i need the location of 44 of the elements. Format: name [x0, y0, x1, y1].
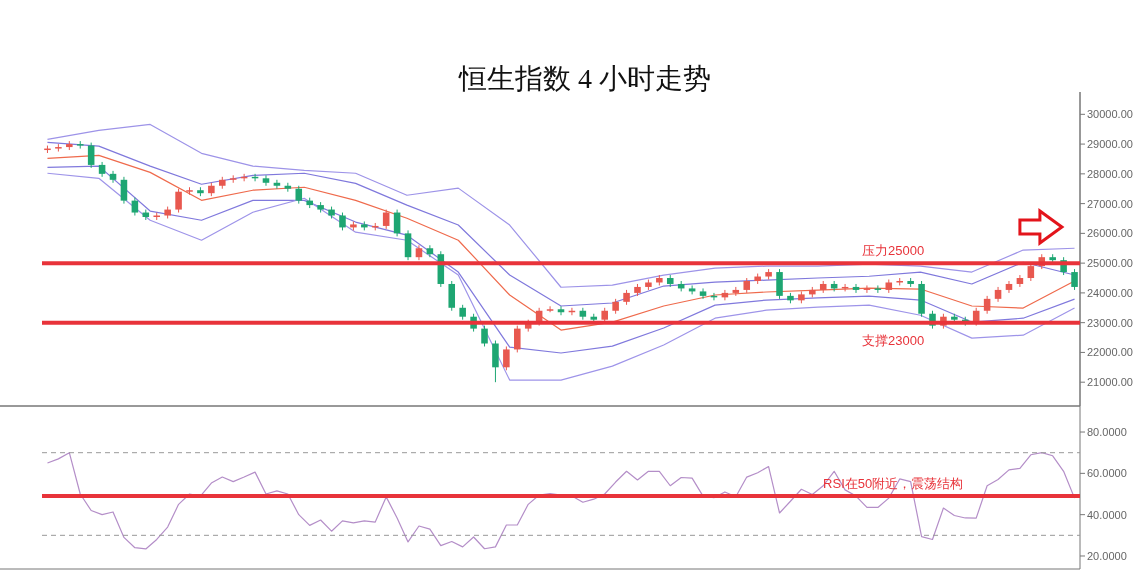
candlestick — [448, 280, 456, 312]
candlestick — [481, 325, 488, 347]
candlestick — [273, 179, 281, 190]
y-tick-label: 25000.00 — [1087, 257, 1133, 270]
candlestick — [120, 176, 128, 205]
ref-line-label: 支撑23000 — [862, 332, 925, 348]
ref-line-label: 压力25000 — [862, 243, 925, 259]
candlestick — [776, 268, 783, 300]
candlestick — [503, 345, 510, 371]
candlestick — [514, 325, 521, 353]
y-tick-label: 80.0000 — [1087, 426, 1127, 439]
candlestick — [492, 340, 499, 383]
candlestick — [262, 174, 270, 187]
candlestick — [1016, 274, 1024, 288]
y-tick-label: 60.0000 — [1087, 467, 1127, 480]
y-tick-label: 30000.00 — [1087, 108, 1133, 121]
y-tick-label: 22000.00 — [1087, 346, 1133, 359]
candlestick — [546, 305, 554, 313]
candlestick — [874, 284, 882, 294]
candlestick — [404, 229, 412, 261]
candlestick — [579, 307, 587, 321]
y-tick-label: 27000.00 — [1087, 197, 1133, 210]
candlestick — [426, 244, 434, 258]
chart-title: 恒生指数 4 小时走势 — [458, 63, 711, 94]
y-tick-label: 29000.00 — [1087, 138, 1133, 151]
y-tick-label: 23000.00 — [1087, 316, 1133, 329]
candlestick — [863, 284, 871, 294]
candlestick — [699, 287, 707, 300]
candlestick — [1071, 268, 1078, 291]
candlestick — [688, 284, 696, 295]
candlestick — [1005, 280, 1013, 294]
ref-line-label: RSI在50附近，震荡结构 — [823, 476, 964, 492]
y-tick-label: 28000.00 — [1087, 167, 1133, 180]
candlestick — [109, 170, 117, 184]
y-tick-label: 21000.00 — [1087, 376, 1133, 389]
candlestick — [175, 188, 182, 214]
y-tick-label: 40.0000 — [1087, 508, 1127, 521]
y-tick-label: 20.0000 — [1087, 549, 1127, 562]
candlestick — [557, 305, 565, 316]
candlestick — [852, 283, 860, 294]
candlestick — [87, 142, 95, 169]
y-tick-label: 26000.00 — [1087, 227, 1133, 240]
line-series — [46, 452, 1076, 550]
y-tick-label: 24000.00 — [1087, 286, 1133, 299]
